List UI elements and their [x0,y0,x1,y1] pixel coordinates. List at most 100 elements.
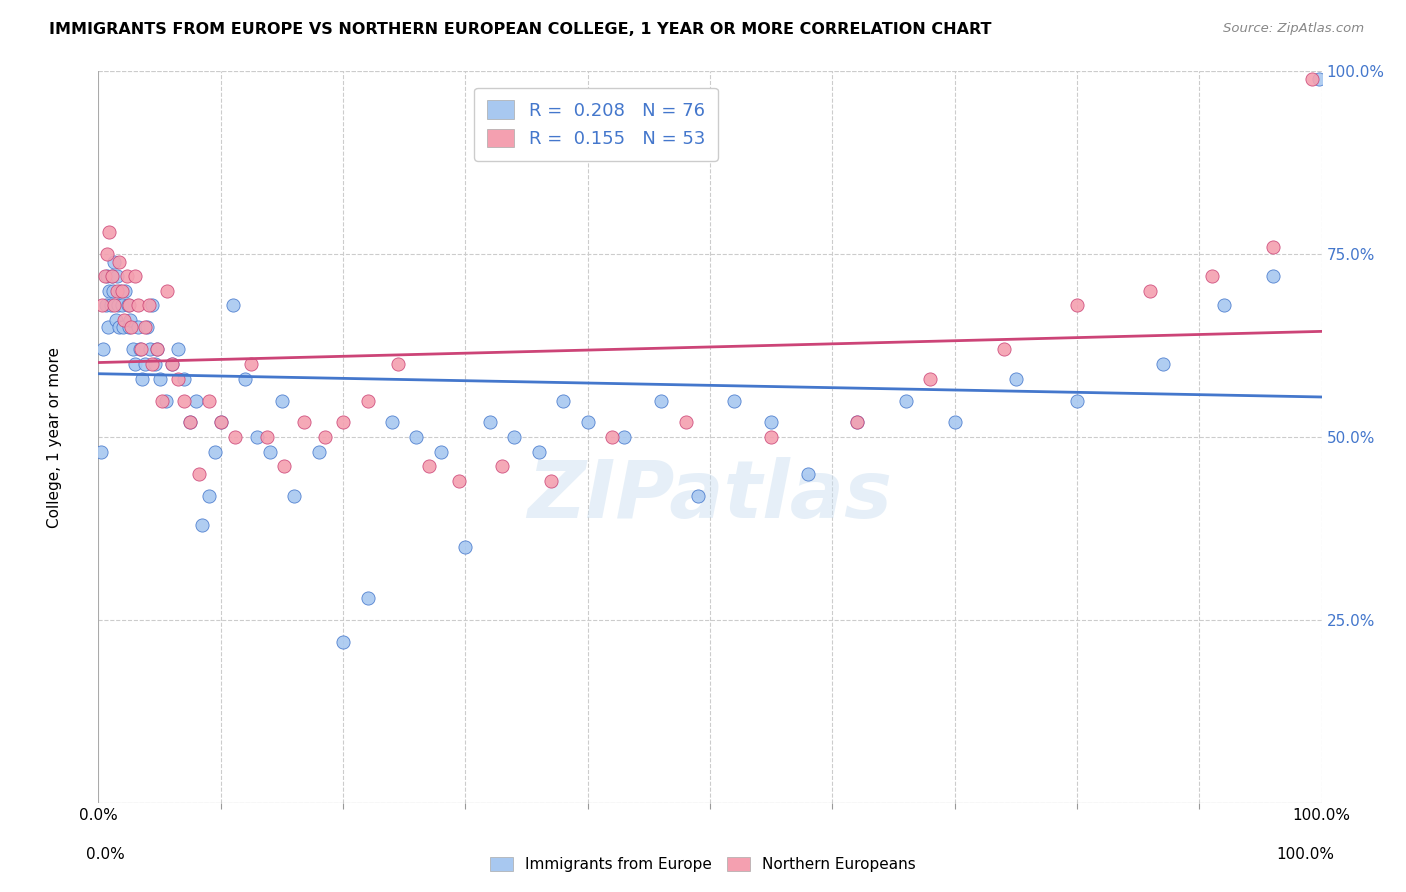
Point [1139,284,1161,298]
Point [1212,298,1234,312]
Point [108,320,131,334]
Point [150,393,173,408]
Point [101,269,124,284]
Point [503,430,526,444]
Point [101,269,124,284]
Point [650,393,672,408]
Point [233,371,256,385]
Point [160,357,183,371]
Point [111,320,134,334]
Point [105,269,128,284]
Point [553,393,575,408]
Point [141,298,163,312]
Point [540,474,562,488]
Point [797,467,820,481]
Point [270,393,294,408]
Point [761,416,783,430]
Point [167,343,190,357]
Point [98,225,121,239]
Point [146,343,169,357]
Point [112,313,135,327]
Point [104,313,127,327]
Point [1066,298,1088,312]
Point [134,320,156,334]
Point [103,298,125,312]
Point [283,489,305,503]
Text: IMMIGRANTS FROM EUROPE VS NORTHERN EUROPEAN COLLEGE, 1 YEAR OR MORE CORRELATION : IMMIGRANTS FROM EUROPE VS NORTHERN EUROP… [49,22,991,37]
Point [387,357,409,371]
Point [90,444,112,458]
Point [723,393,745,408]
Point [1261,269,1284,284]
Point [167,371,190,385]
Point [156,284,179,298]
Point [1004,371,1026,385]
Point [197,489,219,503]
Point [179,416,201,430]
Point [131,371,153,385]
Point [93,269,115,284]
Point [430,444,453,458]
Point [761,430,783,444]
Point [381,416,404,430]
Point [1201,269,1223,284]
Point [356,591,378,605]
Point [1152,357,1174,371]
Point [100,298,122,312]
Point [478,416,501,430]
Point [120,320,142,334]
Point [613,430,636,444]
Point [186,393,208,408]
Point [256,430,278,444]
Point [314,430,336,444]
Point [111,298,134,312]
Point [173,371,195,385]
Point [91,343,114,357]
Point [1261,240,1284,254]
Point [259,444,281,458]
Point [576,416,599,430]
Point [993,343,1015,357]
Point [491,459,513,474]
Point [94,298,117,312]
Point [136,320,159,334]
Point [1301,71,1323,86]
Point [527,444,550,458]
Point [273,459,295,474]
Point [120,313,142,327]
Point [675,416,697,430]
Point [197,393,219,408]
Point [110,284,132,298]
Point [105,284,128,298]
Point [118,298,141,312]
Point [308,444,330,458]
Text: ZIPatlas: ZIPatlas [527,457,893,534]
Y-axis label: College, 1 year or more: College, 1 year or more [46,347,62,527]
Point [173,393,195,408]
Point [121,343,143,357]
Point [139,343,162,357]
Point [115,269,138,284]
Legend: Immigrants from Europe, Northern Europeans: Immigrants from Europe, Northern Europea… [482,849,924,880]
Point [943,416,966,430]
Point [97,320,120,334]
Point [141,357,163,371]
Point [187,467,209,481]
Point [118,320,141,334]
Point [143,357,166,371]
Point [127,298,149,312]
Point [292,416,315,430]
Point [111,284,134,298]
Point [845,416,868,430]
Point [96,247,118,261]
Point [1308,71,1330,86]
Point [129,343,152,357]
Point [405,430,427,444]
Point [845,416,868,430]
Point [107,298,129,312]
Point [160,357,183,371]
Point [155,393,177,408]
Point [108,254,131,268]
Point [96,269,118,284]
Point [179,416,201,430]
